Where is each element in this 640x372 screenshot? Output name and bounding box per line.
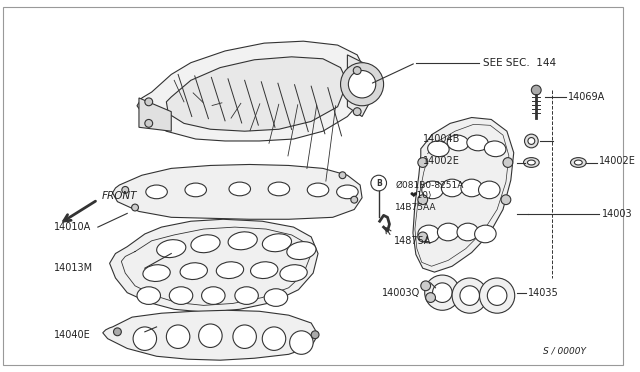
Circle shape <box>113 328 122 336</box>
Text: 14013M: 14013M <box>54 263 93 273</box>
Ellipse shape <box>202 287 225 304</box>
Circle shape <box>353 108 361 116</box>
Ellipse shape <box>143 265 170 282</box>
Ellipse shape <box>262 234 292 252</box>
Ellipse shape <box>216 262 244 279</box>
Ellipse shape <box>337 185 358 199</box>
Ellipse shape <box>447 135 468 151</box>
Ellipse shape <box>229 182 250 196</box>
Ellipse shape <box>191 235 220 253</box>
Circle shape <box>132 204 138 211</box>
Text: S / 0000Y: S / 0000Y <box>543 347 586 356</box>
Ellipse shape <box>268 182 290 196</box>
Ellipse shape <box>228 232 257 250</box>
Ellipse shape <box>479 181 500 199</box>
Text: 14002E: 14002E <box>423 155 460 166</box>
Ellipse shape <box>307 183 329 197</box>
Circle shape <box>418 232 428 242</box>
Circle shape <box>351 196 358 203</box>
Ellipse shape <box>570 158 586 167</box>
Ellipse shape <box>575 160 582 165</box>
Text: 14003Q: 14003Q <box>381 288 420 298</box>
Circle shape <box>420 281 431 291</box>
Circle shape <box>262 327 285 350</box>
Circle shape <box>418 195 428 205</box>
Circle shape <box>166 325 190 349</box>
Text: 14B75AA: 14B75AA <box>396 203 437 212</box>
Text: 14003: 14003 <box>602 209 632 219</box>
Polygon shape <box>113 164 362 219</box>
Ellipse shape <box>524 158 539 167</box>
Ellipse shape <box>437 223 459 241</box>
Polygon shape <box>137 41 367 141</box>
Polygon shape <box>166 57 348 131</box>
Ellipse shape <box>137 287 161 304</box>
Polygon shape <box>413 118 514 272</box>
Polygon shape <box>139 98 172 131</box>
Ellipse shape <box>146 185 167 199</box>
Text: Ø081B0-8251A: Ø081B0-8251A <box>396 180 464 189</box>
Circle shape <box>348 71 376 98</box>
Circle shape <box>353 67 361 74</box>
Ellipse shape <box>428 141 449 157</box>
Circle shape <box>233 325 257 349</box>
Ellipse shape <box>180 263 207 279</box>
Polygon shape <box>348 55 370 116</box>
Ellipse shape <box>280 265 307 282</box>
Ellipse shape <box>461 179 483 197</box>
Circle shape <box>452 278 487 313</box>
Text: 14035: 14035 <box>529 288 559 298</box>
Ellipse shape <box>475 225 496 243</box>
Ellipse shape <box>467 135 488 151</box>
Ellipse shape <box>250 262 278 279</box>
Ellipse shape <box>157 240 186 257</box>
Circle shape <box>339 172 346 179</box>
Text: B: B <box>376 179 381 187</box>
Ellipse shape <box>170 287 193 304</box>
Text: 14010A: 14010A <box>54 222 91 232</box>
Text: 14002E: 14002E <box>599 155 636 166</box>
Circle shape <box>133 327 157 350</box>
Ellipse shape <box>235 287 259 304</box>
Circle shape <box>501 195 511 205</box>
Circle shape <box>433 283 452 302</box>
Polygon shape <box>109 219 318 312</box>
Circle shape <box>503 158 513 167</box>
Ellipse shape <box>527 160 535 165</box>
Ellipse shape <box>185 183 207 197</box>
Circle shape <box>290 331 313 354</box>
Text: SEE SEC.  144: SEE SEC. 144 <box>483 58 557 68</box>
Circle shape <box>531 85 541 95</box>
Text: 14004B: 14004B <box>423 134 460 144</box>
Circle shape <box>487 286 507 305</box>
Text: 14040E: 14040E <box>54 330 91 340</box>
Circle shape <box>371 175 387 191</box>
Ellipse shape <box>418 225 440 243</box>
Circle shape <box>340 63 383 106</box>
Circle shape <box>198 324 222 347</box>
Circle shape <box>479 278 515 313</box>
Circle shape <box>460 286 479 305</box>
Circle shape <box>426 293 435 302</box>
Circle shape <box>525 134 538 148</box>
Text: FRONT: FRONT <box>102 191 137 201</box>
Circle shape <box>145 119 153 127</box>
Circle shape <box>122 186 129 193</box>
Circle shape <box>425 275 460 310</box>
Ellipse shape <box>442 179 463 197</box>
Circle shape <box>418 158 428 167</box>
Ellipse shape <box>484 141 506 157</box>
Ellipse shape <box>457 223 479 241</box>
Ellipse shape <box>287 242 316 260</box>
Ellipse shape <box>422 181 444 199</box>
Text: 14875A: 14875A <box>394 236 432 246</box>
Ellipse shape <box>264 289 288 307</box>
Polygon shape <box>103 310 318 360</box>
Circle shape <box>145 98 153 106</box>
Text: 14069A: 14069A <box>568 92 605 102</box>
Circle shape <box>311 331 319 339</box>
Text: ❤10⟩: ❤10⟩ <box>409 191 431 200</box>
Circle shape <box>528 138 535 144</box>
